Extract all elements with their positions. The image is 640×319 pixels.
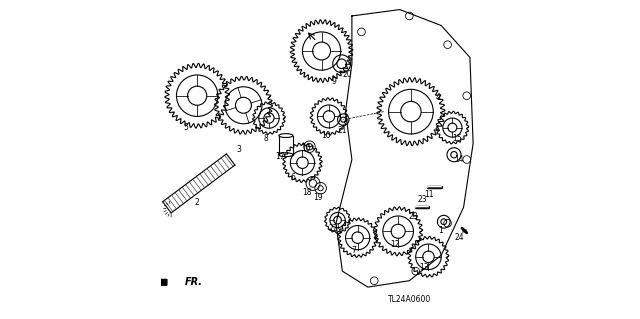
Text: 15: 15 <box>452 134 462 143</box>
Text: 1: 1 <box>438 226 443 235</box>
Text: 16: 16 <box>301 144 310 153</box>
Text: 11: 11 <box>424 190 433 199</box>
Text: 10: 10 <box>321 131 331 140</box>
Text: 9: 9 <box>332 77 337 86</box>
FancyArrow shape <box>147 278 167 287</box>
Text: 7: 7 <box>352 246 356 255</box>
Text: 8: 8 <box>264 134 268 143</box>
Text: 17: 17 <box>275 152 285 161</box>
Text: 23: 23 <box>408 212 418 221</box>
Text: 22: 22 <box>328 224 337 233</box>
Text: 19: 19 <box>314 193 323 202</box>
Text: 6: 6 <box>291 173 295 182</box>
Text: 4: 4 <box>436 93 440 102</box>
Text: 21: 21 <box>337 126 347 135</box>
Text: 23: 23 <box>417 195 427 204</box>
Text: 18: 18 <box>303 189 312 197</box>
Text: 24: 24 <box>455 233 465 242</box>
Text: 2: 2 <box>195 198 200 207</box>
Text: 20: 20 <box>342 70 352 79</box>
Text: FR.: FR. <box>184 277 202 287</box>
Text: 13: 13 <box>419 263 429 272</box>
Text: 12: 12 <box>390 240 400 249</box>
Text: 14: 14 <box>454 155 463 164</box>
Text: TL24A0600: TL24A0600 <box>388 295 431 304</box>
Text: 3: 3 <box>236 145 241 154</box>
Text: 5: 5 <box>184 123 188 132</box>
